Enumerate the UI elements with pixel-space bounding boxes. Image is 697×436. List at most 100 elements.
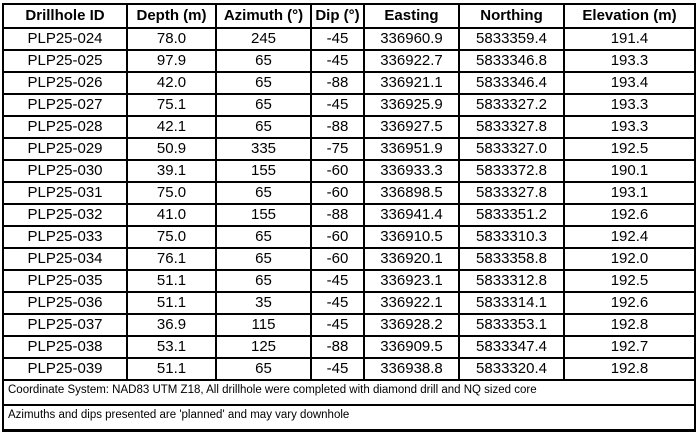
table-cell: 336933.3 — [363, 159, 460, 183]
table-cell: 5833310.3 — [458, 225, 565, 249]
table-cell: 65 — [215, 115, 312, 139]
table-cell: PLP25-028 — [2, 115, 128, 139]
table-cell: PLP25-036 — [2, 291, 128, 315]
table-cell: 51.1 — [126, 269, 217, 293]
table-cell: -75 — [310, 137, 365, 161]
table-row: PLP25-024 78.0 245 -45 336960.9 5833359.4 191.… — [2, 27, 696, 51]
table-cell: 190.1 — [563, 159, 696, 183]
table-cell: PLP25-038 — [2, 335, 128, 359]
table-row: PLP25-034 76.1 65 -60 336920.1 5833358.8 192.0 — [2, 247, 696, 271]
header-row: Drillhole ID Depth (m) Azimuth (°) Dip (… — [2, 3, 696, 29]
table-cell: 192.8 — [563, 357, 696, 381]
column-header-drillhole-id: Drillhole ID — [2, 3, 128, 29]
column-header-azimuth: Azimuth (°) — [215, 3, 312, 29]
table-row: PLP25-039 51.1 65 -45 336938.8 5833320.4 192.8 — [2, 357, 696, 381]
table-row: PLP25-025 97.9 65 -45 336922.7 5833346.8 193.3 — [2, 49, 696, 73]
table-cell: 75.1 — [126, 93, 217, 117]
table-cell: 51.1 — [126, 291, 217, 315]
table-cell: 65 — [215, 225, 312, 249]
table-row: PLP25-032 41.0 155 -88 336941.4 5833351.2 192.… — [2, 203, 696, 227]
table-cell: 192.4 — [563, 225, 696, 249]
table-cell: 336925.9 — [363, 93, 460, 117]
table-cell: 36.9 — [126, 313, 217, 337]
table-cell: 65 — [215, 49, 312, 73]
drillhole-collar-table: Drillhole ID Depth (m) Azimuth (°) Dip (… — [2, 3, 696, 432]
table-cell: -60 — [310, 247, 365, 271]
table-cell: 336909.5 — [363, 335, 460, 359]
table-cell: 5833351.2 — [458, 203, 565, 227]
table-cell: -88 — [310, 203, 365, 227]
table-cell: 336960.9 — [363, 27, 460, 51]
table-cell: 53.1 — [126, 335, 217, 359]
table-cell: 115 — [215, 313, 312, 337]
table-cell: 5833347.4 — [458, 335, 565, 359]
table-cell: PLP25-031 — [2, 181, 128, 205]
table-cell: -45 — [310, 27, 365, 51]
table-cell: 192.5 — [563, 269, 696, 293]
table-cell: 336928.2 — [363, 313, 460, 337]
table-cell: 5833346.8 — [458, 49, 565, 73]
table-cell: 336898.5 — [363, 181, 460, 205]
table-cell: 5833346.4 — [458, 71, 565, 95]
table-cell: 5833358.8 — [458, 247, 565, 271]
table-cell: PLP25-035 — [2, 269, 128, 293]
table-cell: 65 — [215, 269, 312, 293]
table-cell: 155 — [215, 203, 312, 227]
table-cell: 336922.7 — [363, 49, 460, 73]
table-cell: 39.1 — [126, 159, 217, 183]
table-cell: 193.3 — [563, 93, 696, 117]
table-cell: 41.0 — [126, 203, 217, 227]
table-cell: 5833327.0 — [458, 137, 565, 161]
table-cell: 65 — [215, 357, 312, 381]
footnote-coordinate-system: Coordinate System: NAD83 UTM Z18, All dr… — [2, 379, 696, 406]
column-header-northing: Northing — [458, 3, 565, 29]
table-row: PLP25-038 53.1 125 -88 336909.5 5833347.4 192.… — [2, 335, 696, 359]
table-cell: 192.6 — [563, 291, 696, 315]
table-cell: 5833372.8 — [458, 159, 565, 183]
table-body: PLP25-024 78.0 245 -45 336960.9 5833359.4 191.… — [2, 27, 696, 381]
table-row: PLP25-035 51.1 65 -45 336923.1 5833312.8 192.5 — [2, 269, 696, 293]
table-cell: 155 — [215, 159, 312, 183]
table-row: PLP25-033 75.0 65 -60 336910.5 5833310.3 192.4 — [2, 225, 696, 249]
table-cell: 5833327.8 — [458, 181, 565, 205]
table-cell: 5833320.4 — [458, 357, 565, 381]
table-cell: 76.1 — [126, 247, 217, 271]
table-cell: 336927.5 — [363, 115, 460, 139]
table-cell: 191.4 — [563, 27, 696, 51]
table-cell: 192.5 — [563, 137, 696, 161]
table-cell: -88 — [310, 71, 365, 95]
table-cell: 336923.1 — [363, 269, 460, 293]
table-cell: PLP25-025 — [2, 49, 128, 73]
table-cell: 193.3 — [563, 49, 696, 73]
table-cell: PLP25-032 — [2, 203, 128, 227]
table-cell: 125 — [215, 335, 312, 359]
table-row: PLP25-030 39.1 155 -60 336933.3 5833372.8 190.… — [2, 159, 696, 183]
table-cell: 75.0 — [126, 225, 217, 249]
table-cell: 193.3 — [563, 115, 696, 139]
table-cell: -60 — [310, 181, 365, 205]
column-header-depth: Depth (m) — [126, 3, 217, 29]
table-cell: PLP25-033 — [2, 225, 128, 249]
table-cell: PLP25-034 — [2, 247, 128, 271]
table-cell: 50.9 — [126, 137, 217, 161]
table-cell: 336921.1 — [363, 71, 460, 95]
table-cell: 5833312.8 — [458, 269, 565, 293]
table-cell: 97.9 — [126, 49, 217, 73]
table-cell: 336920.1 — [363, 247, 460, 271]
table-cell: 5833359.4 — [458, 27, 565, 51]
table-row: PLP25-026 42.0 65 -88 336921.1 5833346.4 193.4 — [2, 71, 696, 95]
table-cell: -45 — [310, 269, 365, 293]
column-header-easting: Easting — [363, 3, 460, 29]
footnote-row: Azimuths and dips presented are 'planned… — [2, 404, 696, 431]
table-row: PLP25-029 50.9 335 -75 336951.9 5833327.0 192.… — [2, 137, 696, 161]
table-cell: 5833327.8 — [458, 115, 565, 139]
table-cell: 336941.4 — [363, 203, 460, 227]
table-cell: PLP25-027 — [2, 93, 128, 117]
table-cell: PLP25-024 — [2, 27, 128, 51]
table-cell: 336922.1 — [363, 291, 460, 315]
table-row: PLP25-037 36.9 115 -45 336928.2 5833353.1 192.… — [2, 313, 696, 337]
table-cell: -88 — [310, 335, 365, 359]
footnote-row: Coordinate System: NAD83 UTM Z18, All dr… — [2, 379, 696, 406]
column-header-dip: Dip (°) — [310, 3, 365, 29]
